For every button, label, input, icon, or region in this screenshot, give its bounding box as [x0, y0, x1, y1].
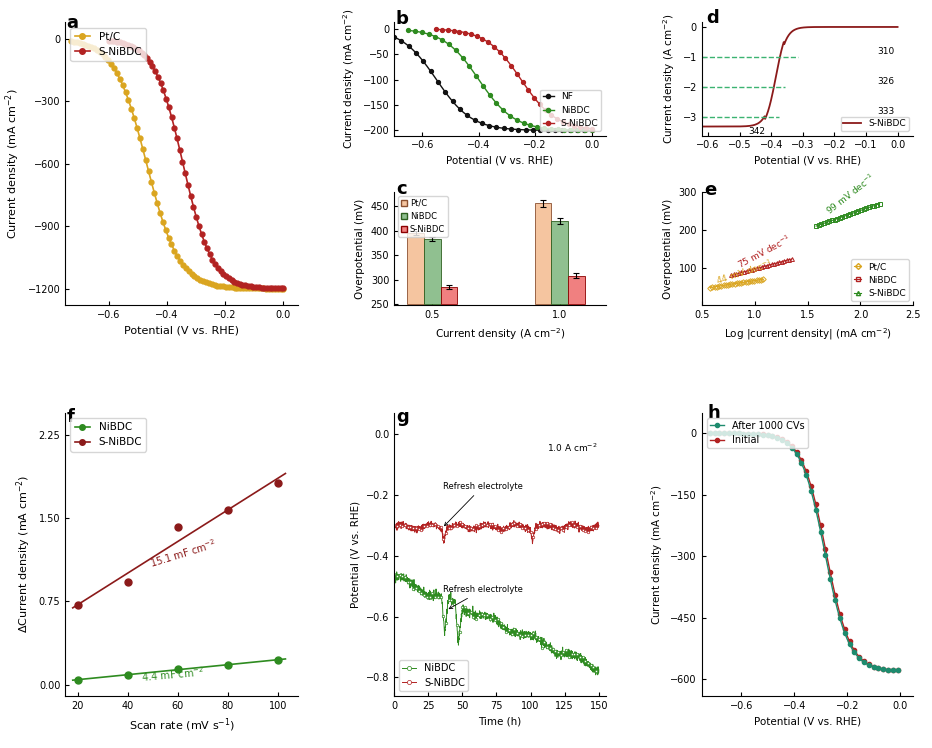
- Text: g: g: [396, 408, 409, 426]
- Text: 15.1 mF cm$^{-2}$: 15.1 mF cm$^{-2}$: [148, 536, 218, 570]
- Legend: Pt/C, S-NiBDC: Pt/C, S-NiBDC: [71, 28, 146, 61]
- X-axis label: Time (h): Time (h): [478, 716, 522, 726]
- Text: d: d: [706, 9, 720, 28]
- X-axis label: Potential (V vs. RHE): Potential (V vs. RHE): [754, 716, 861, 726]
- Y-axis label: Current density (mA cm$^{-2}$): Current density (mA cm$^{-2}$): [4, 88, 22, 239]
- Text: 75 mV dec$^{-1}$: 75 mV dec$^{-1}$: [735, 232, 794, 271]
- Y-axis label: Potential (V vs. RHE): Potential (V vs. RHE): [350, 500, 360, 608]
- Bar: [552, 221, 568, 304]
- X-axis label: Potential (V vs. RHE): Potential (V vs. RHE): [446, 156, 554, 166]
- Text: b: b: [395, 10, 408, 28]
- Text: e: e: [704, 181, 716, 199]
- Legend: S-NiBDC: S-NiBDC: [841, 117, 909, 131]
- X-axis label: Potential (V vs. RHE): Potential (V vs. RHE): [124, 325, 240, 336]
- X-axis label: Scan rate (mV s$^{-1}$): Scan rate (mV s$^{-1}$): [129, 716, 235, 734]
- Text: c: c: [396, 180, 406, 198]
- Bar: [535, 203, 552, 304]
- Bar: [441, 287, 458, 304]
- Legend: Pt/C, NiBDC, S-NiBDC: Pt/C, NiBDC, S-NiBDC: [398, 196, 447, 236]
- Text: 326: 326: [877, 77, 895, 86]
- Text: f: f: [66, 408, 75, 426]
- Text: 342: 342: [748, 126, 765, 135]
- Text: Refresh electrolyte: Refresh electrolyte: [443, 482, 523, 526]
- Legend: After 1000 CVs, Initial: After 1000 CVs, Initial: [706, 417, 807, 448]
- Text: Refresh electrolyte: Refresh electrolyte: [443, 585, 523, 609]
- Text: 333: 333: [877, 107, 895, 116]
- Legend: Pt/C, NiBDC, S-NiBDC: Pt/C, NiBDC, S-NiBDC: [851, 260, 909, 301]
- Text: 44 mV dec$^{-1}$: 44 mV dec$^{-1}$: [715, 257, 774, 286]
- Bar: [568, 276, 584, 304]
- Bar: [424, 239, 441, 304]
- Text: 99 mV dec$^{-1}$: 99 mV dec$^{-1}$: [824, 171, 878, 217]
- Text: 4.4 mF cm$^{-2}$: 4.4 mF cm$^{-2}$: [141, 665, 204, 684]
- Y-axis label: Current density (mA cm$^{-2}$): Current density (mA cm$^{-2}$): [341, 9, 357, 150]
- Y-axis label: Current density (A cm$^{-2}$): Current density (A cm$^{-2}$): [661, 13, 677, 144]
- Legend: NiBDC, S-NiBDC: NiBDC, S-NiBDC: [71, 418, 146, 452]
- Legend: NF, NiBDC, S-NiBDC: NF, NiBDC, S-NiBDC: [540, 90, 601, 131]
- X-axis label: Potential (V vs. RHE): Potential (V vs. RHE): [754, 156, 861, 166]
- Text: 1.0 A cm$^{-2}$: 1.0 A cm$^{-2}$: [547, 442, 597, 454]
- Y-axis label: Overpotential (mV): Overpotential (mV): [355, 199, 365, 299]
- Legend: NiBDC, S-NiBDC: NiBDC, S-NiBDC: [399, 660, 468, 691]
- Y-axis label: Overpotential (mV): Overpotential (mV): [663, 199, 673, 299]
- Y-axis label: Current density (mA cm$^{-2}$): Current density (mA cm$^{-2}$): [649, 484, 665, 625]
- Text: a: a: [67, 13, 78, 31]
- Text: h: h: [707, 404, 720, 422]
- Bar: [407, 233, 424, 304]
- Text: 310: 310: [877, 46, 895, 55]
- X-axis label: Log |current density| (mA cm$^{-2}$): Log |current density| (mA cm$^{-2}$): [723, 325, 892, 342]
- Y-axis label: $\Delta$Current density (mA cm$^{-2}$): $\Delta$Current density (mA cm$^{-2}$): [15, 475, 33, 634]
- X-axis label: Current density (A cm$^{-2}$): Current density (A cm$^{-2}$): [434, 325, 565, 342]
